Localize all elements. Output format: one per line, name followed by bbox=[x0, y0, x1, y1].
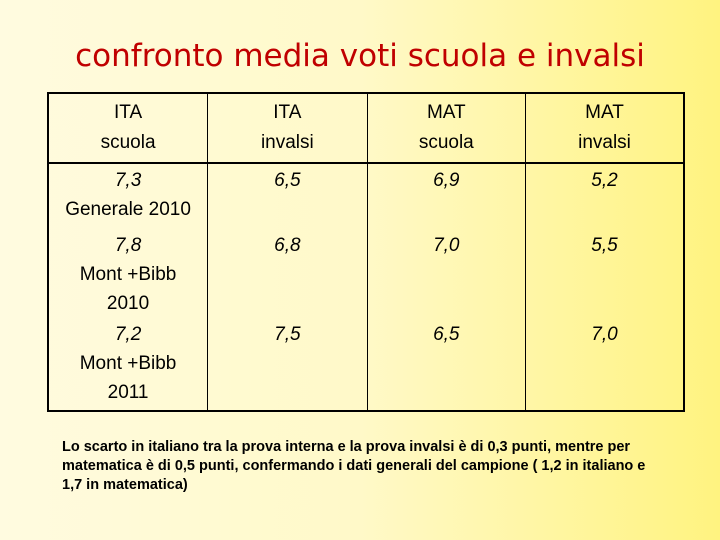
header-ita-invalsi: ITA invalsi bbox=[207, 93, 368, 164]
cell-mat-invalsi: 5,2 bbox=[525, 163, 685, 229]
cell-mat-scuola: 6,9 bbox=[366, 163, 527, 229]
cell-mat-scuola: 7,0 bbox=[366, 229, 527, 318]
header-mat-invalsi: MAT invalsi bbox=[525, 93, 685, 164]
cell-ita-invalsi: 6,5 bbox=[207, 163, 368, 229]
header-mat-scuola: MAT scuola bbox=[366, 93, 527, 164]
cell-ita-invalsi: 6,8 bbox=[207, 229, 368, 318]
row-group-label: Mont +Bibb 2011 bbox=[79, 353, 177, 403]
table-header-row: ITA scuola ITA invalsi MAT scuola MAT invals… bbox=[47, 93, 685, 164]
cell-mat-invalsi: 5,5 bbox=[525, 229, 685, 318]
cell-ita-scuola: 7,8 Mont +Bibb 2010 bbox=[47, 229, 209, 318]
summary-note: Lo scarto in italiano tra la prova inter… bbox=[62, 439, 646, 493]
comparison-table: ITA scuola ITA invalsi MAT scuola MAT invals… bbox=[47, 92, 685, 412]
cell-ita-scuola: 7,2 Mont +Bibb 2011 bbox=[47, 318, 209, 411]
row-group-label: Generale 2010 bbox=[65, 199, 191, 220]
cell-ita-invalsi: 7,5 bbox=[207, 318, 368, 411]
row-group-label: Mont +Bibb 2010 bbox=[79, 264, 177, 314]
header-ita-scuola: ITA scuola bbox=[47, 93, 209, 164]
cell-mat-invalsi: 7,0 bbox=[525, 318, 685, 411]
cell-ita-scuola: 7,3 Generale 2010 bbox=[47, 163, 209, 229]
table-row: 7,8 Mont +Bibb 2010 6,8 7,0 5,5 bbox=[47, 229, 685, 318]
table-row: 7,2 Mont +Bibb 2011 7,5 6,5 7,0 bbox=[47, 318, 685, 411]
cell-mat-scuola: 6,5 bbox=[366, 318, 527, 411]
page-title: confronto media voti scuola e invalsi bbox=[75, 38, 645, 74]
table-row: 7,3 Generale 2010 6,5 6,9 5,2 bbox=[47, 163, 685, 229]
